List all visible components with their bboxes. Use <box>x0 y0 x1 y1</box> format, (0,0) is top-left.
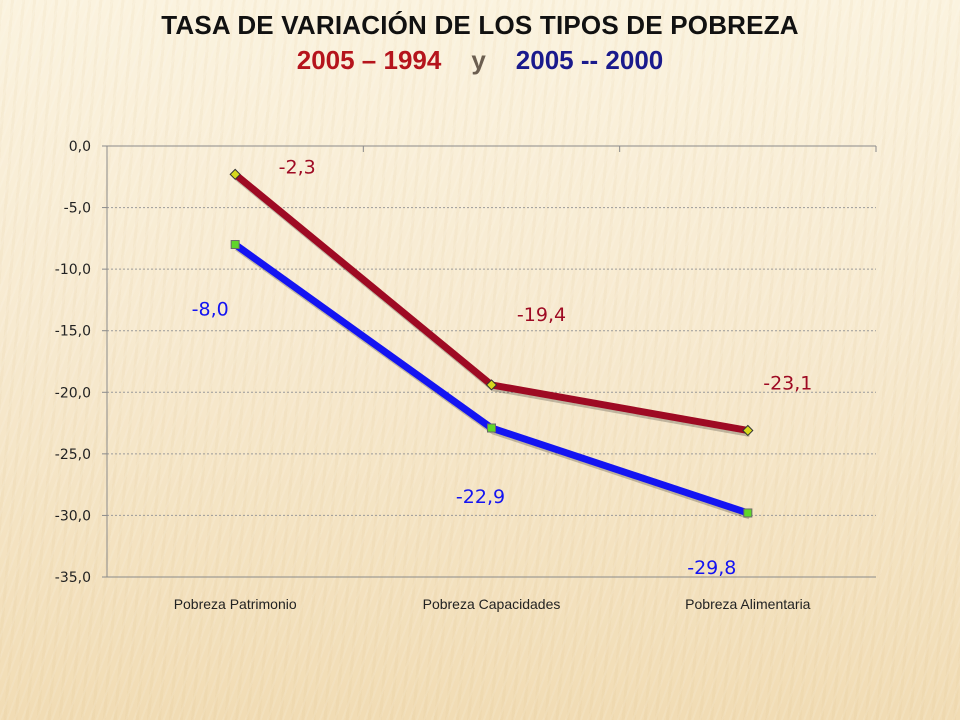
series-line <box>231 241 752 517</box>
data-label: -19,4 <box>517 304 566 326</box>
series-lines <box>229 168 754 520</box>
title-main: TASA DE VARIACIÓN DE LOS TIPOS DE POBREZ… <box>161 10 799 40</box>
y-tick-label: -35,0 <box>55 570 91 586</box>
grid-lines <box>107 145 876 516</box>
data-point <box>743 508 753 518</box>
x-category-label: Pobreza Patrimonio <box>174 596 297 612</box>
y-tick-label: 0,0 <box>69 139 91 155</box>
data-point <box>229 168 241 180</box>
data-point <box>485 379 498 391</box>
data-labels: -2,3 -19,4 -23,1 -8,0 -22,9 -29,8 <box>192 156 813 579</box>
axes <box>102 145 877 578</box>
y-tick-label: -20,0 <box>55 385 91 401</box>
data-label: -29,8 <box>687 557 736 579</box>
data-label: -2,3 <box>279 156 316 178</box>
x-category-labels: Pobreza Patrimonio Pobreza Capacidades Pob… <box>174 596 811 612</box>
x-category-label: Pobreza Alimentaria <box>685 596 811 612</box>
y-tick-label: -5,0 <box>64 201 91 217</box>
title-periods: 2005 – 1994 y 2005 -- 2000 <box>0 42 960 78</box>
data-point <box>487 423 496 433</box>
data-point <box>230 240 240 250</box>
data-label: -8,0 <box>192 299 229 321</box>
data-point <box>742 424 754 437</box>
title-period-b: 2005 -- 2000 <box>515 45 664 75</box>
y-tick-label: -10,0 <box>55 262 91 278</box>
y-tick-label: -15,0 <box>55 324 91 340</box>
y-tick-labels: 0,0 -5,0 -10,0 -15,0 -20,0 -25,0 -30,0 -35,0 <box>55 139 91 586</box>
x-category-label: Pobreza Capacidades <box>423 596 561 612</box>
data-label: -23,1 <box>763 372 812 394</box>
y-tick-label: -25,0 <box>55 447 91 463</box>
data-label: -22,9 <box>456 486 505 508</box>
title-period-a: 2005 – 1994 <box>296 45 442 75</box>
chart-title: TASA DE VARIACIÓN DE LOS TIPOS DE POBREZ… <box>0 8 960 78</box>
title-separator: y <box>471 45 486 75</box>
y-tick-label: -30,0 <box>55 508 91 524</box>
